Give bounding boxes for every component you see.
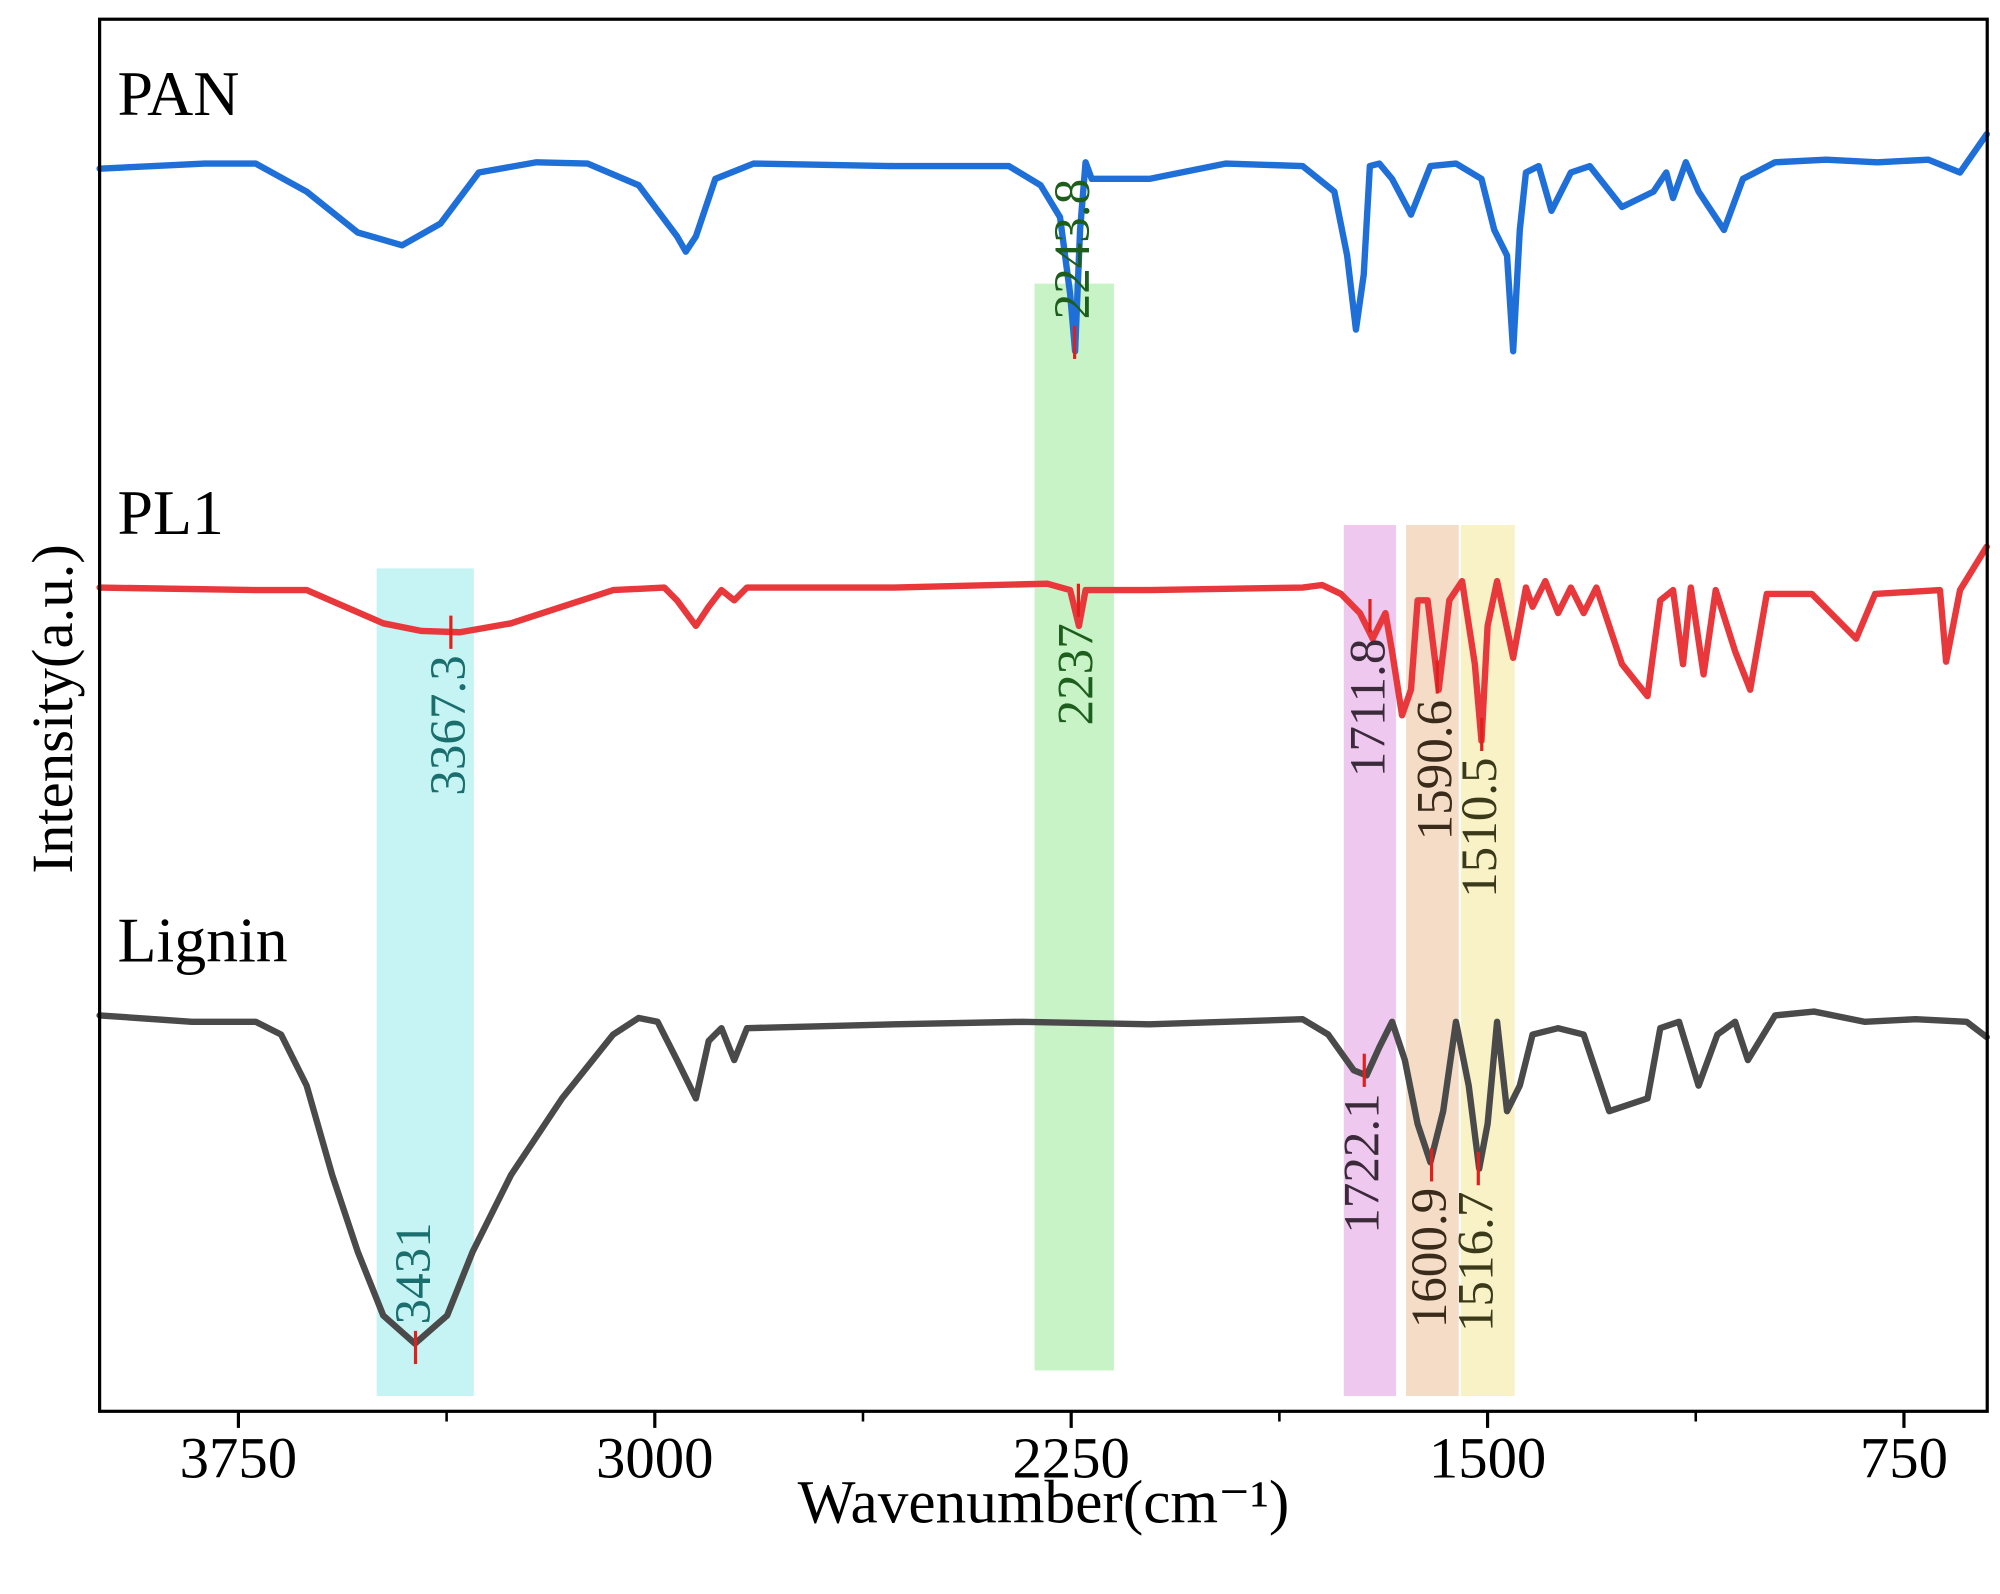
peak-label: 2243.8 — [1044, 179, 1101, 319]
x-axis: 3750 3000 2250 1500 750 — [180, 1411, 1948, 1491]
lines: PAN PL1 Lignin — [96, 58, 1990, 1347]
y-axis-label: Intensity(a.u.) — [20, 544, 85, 873]
x-tick-label: 3750 — [180, 1426, 297, 1491]
highlight-band — [1034, 283, 1114, 1371]
spectrum-line — [96, 1008, 1990, 1347]
peak-label: 3431 — [385, 1222, 442, 1324]
x-tick-label: 1500 — [1429, 1426, 1546, 1491]
x-axis-label: Wavenumber(cm⁻¹) — [798, 1468, 1290, 1536]
peak-label: 1711.8 — [1339, 639, 1396, 778]
x-tick-label: 750 — [1860, 1426, 1948, 1491]
series-label: PAN — [117, 58, 239, 129]
peak-label: 1510.5 — [1451, 757, 1508, 897]
peak-label: 2237 — [1048, 623, 1105, 725]
highlight-band — [376, 568, 474, 1396]
peak-label: 1600.9 — [1401, 1188, 1458, 1328]
spectrum-line — [96, 543, 1990, 744]
peak-label: 3367.3 — [420, 655, 477, 795]
spectrum-line — [96, 130, 1990, 355]
highlight-band — [1343, 524, 1396, 1396]
peak-label: 1516.7 — [1448, 1192, 1505, 1332]
peak-label: 1722.1 — [1334, 1093, 1391, 1233]
bands — [376, 283, 1515, 1396]
x-tick-label: 2250 — [1012, 1426, 1129, 1491]
series-label: PL1 — [117, 477, 223, 548]
x-tick-label: 3000 — [596, 1426, 713, 1491]
plot-frame — [98, 17, 1989, 1413]
series-label: Lignin — [117, 905, 287, 976]
peak-label: 1590.6 — [1407, 700, 1464, 840]
